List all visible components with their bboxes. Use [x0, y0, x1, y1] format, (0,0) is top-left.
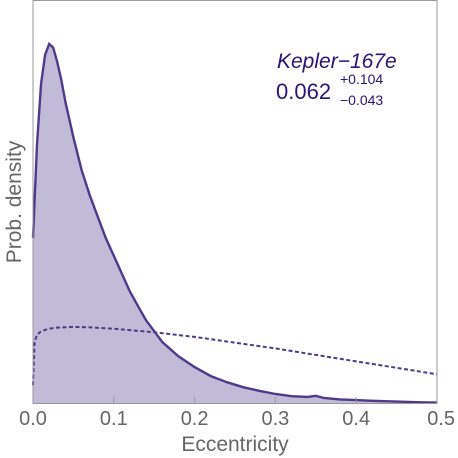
x-axis-label: Eccentricity: [181, 433, 289, 456]
annotation: Kepler−167e 0.062 +0.104 −0.043: [276, 50, 397, 108]
ecc-value: 0.062: [276, 79, 331, 104]
x-tick-label: 0.4: [342, 408, 370, 430]
x-tick-label: 0.1: [100, 408, 128, 430]
ecc-upper-error: +0.104: [340, 71, 383, 87]
x-tick-label: 0.3: [261, 408, 289, 430]
x-tick-label: 0.2: [181, 408, 209, 430]
prior-curve: [32, 325, 438, 386]
density-curve: [31, 41, 438, 404]
plot-area: [31, 41, 438, 404]
x-axis: 0.0 0.1 0.2 0.3 0.4 0.5: [19, 397, 455, 430]
ecc-lower-error: −0.043: [340, 92, 383, 108]
y-axis-label: Prob. density: [3, 140, 26, 263]
density-area-fill: [33, 44, 437, 403]
planet-name: Kepler−167e: [277, 50, 397, 73]
x-tick-label: 0.5: [427, 408, 455, 430]
x-tick-label: 0.0: [19, 408, 47, 430]
plot-frame: [32, 0, 438, 404]
